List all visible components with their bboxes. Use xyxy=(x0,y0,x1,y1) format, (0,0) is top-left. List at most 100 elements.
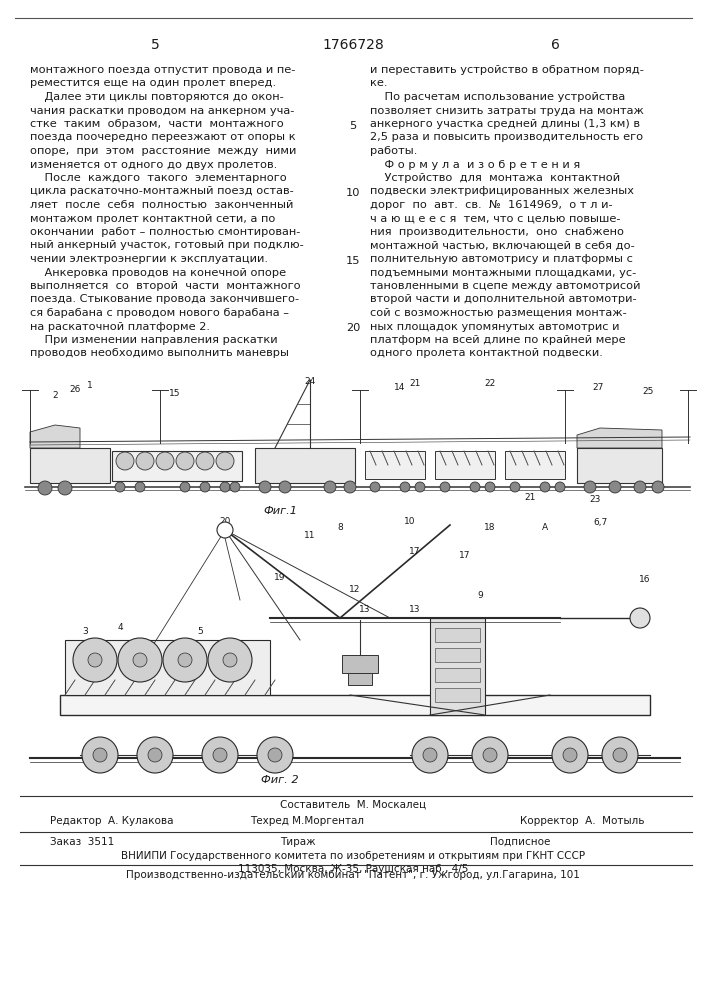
Text: позволяет снизить затраты труда на монтаж: позволяет снизить затраты труда на монта… xyxy=(370,105,644,115)
Text: 24: 24 xyxy=(305,377,315,386)
Text: 11: 11 xyxy=(304,530,316,540)
Text: A: A xyxy=(542,522,548,532)
Circle shape xyxy=(176,452,194,470)
Text: полнительную автомотрису и платформы с: полнительную автомотрису и платформы с xyxy=(370,254,633,264)
Circle shape xyxy=(73,638,117,682)
Text: второй части и дополнительной автомотри-: второй части и дополнительной автомотри- xyxy=(370,294,636,304)
Circle shape xyxy=(196,452,214,470)
Text: 21: 21 xyxy=(409,379,421,388)
Text: Устройство  для  монтажа  контактной: Устройство для монтажа контактной xyxy=(370,173,620,183)
Bar xyxy=(435,688,480,702)
Text: 10: 10 xyxy=(346,188,361,198)
Text: ляет  после  себя  полностью  законченный: ляет после себя полностью законченный xyxy=(30,200,293,210)
Circle shape xyxy=(230,482,240,492)
Circle shape xyxy=(116,452,134,470)
Circle shape xyxy=(217,522,233,538)
Circle shape xyxy=(609,481,621,493)
Text: 4: 4 xyxy=(117,624,123,633)
Text: 18: 18 xyxy=(484,522,496,532)
Text: 3: 3 xyxy=(82,628,88,637)
Circle shape xyxy=(602,737,638,773)
Circle shape xyxy=(135,482,145,492)
Text: 5: 5 xyxy=(197,628,203,637)
Text: монтажом пролет контактной сети, а по: монтажом пролет контактной сети, а по xyxy=(30,214,275,224)
Circle shape xyxy=(485,482,495,492)
Bar xyxy=(112,451,242,481)
Circle shape xyxy=(400,482,410,492)
Text: подъемными монтажными площадками, ус-: подъемными монтажными площадками, ус- xyxy=(370,267,636,277)
Text: монтажного поезда отпустит провода и пе-: монтажного поезда отпустит провода и пе- xyxy=(30,65,296,75)
Text: анкерного участка средней длины (1,3 км) в: анкерного участка средней длины (1,3 км)… xyxy=(370,119,640,129)
Text: ния  производительности,  оно  снабжено: ния производительности, оно снабжено xyxy=(370,227,624,237)
Text: платформ на всей длине по крайней мере: платформ на всей длине по крайней мере xyxy=(370,335,626,345)
Circle shape xyxy=(470,482,480,492)
Bar xyxy=(365,451,425,479)
Circle shape xyxy=(555,482,565,492)
Circle shape xyxy=(82,737,118,773)
Text: тановленными в сцепе между автомотрисой: тановленными в сцепе между автомотрисой xyxy=(370,281,641,291)
Circle shape xyxy=(223,653,237,667)
Text: Производственно-издательский комбинат "Патент", г. Ужгород, ул.Гагарина, 101: Производственно-издательский комбинат "П… xyxy=(126,870,580,880)
Text: поезда поочередно переезжают от опоры к: поезда поочередно переезжают от опоры к xyxy=(30,132,296,142)
Text: Подписное: Подписное xyxy=(490,837,550,847)
Circle shape xyxy=(423,748,437,762)
Circle shape xyxy=(202,737,238,773)
Circle shape xyxy=(93,748,107,762)
Text: 17: 17 xyxy=(460,550,471,560)
Text: 1: 1 xyxy=(87,381,93,390)
Text: изменяется от одного до двух пролетов.: изменяется от одного до двух пролетов. xyxy=(30,159,277,169)
Text: дорог  по  авт.  св.  №  1614969,  о т л и-: дорог по авт. св. № 1614969, о т л и- xyxy=(370,200,613,210)
Text: Фиг.1: Фиг.1 xyxy=(263,506,297,516)
Text: 113035, Москва, Ж-35, Раушская наб., 4/5: 113035, Москва, Ж-35, Раушская наб., 4/5 xyxy=(238,864,468,874)
Circle shape xyxy=(412,737,448,773)
Circle shape xyxy=(163,638,207,682)
Circle shape xyxy=(268,748,282,762)
Text: чении электроэнергии к эксплуатации.: чении электроэнергии к эксплуатации. xyxy=(30,254,268,264)
Text: 20: 20 xyxy=(219,518,230,526)
Circle shape xyxy=(652,481,664,493)
Text: Корректор  А.  Мотыль: Корректор А. Мотыль xyxy=(520,816,645,826)
Text: проводов необходимо выполнить маневры: проводов необходимо выполнить маневры xyxy=(30,349,289,359)
Bar xyxy=(60,695,650,715)
Text: ке.: ке. xyxy=(370,79,387,89)
Text: монтажной частью, включающей в себя до-: монтажной частью, включающей в себя до- xyxy=(370,240,635,250)
Circle shape xyxy=(58,481,72,495)
Text: 20: 20 xyxy=(346,323,360,333)
Bar xyxy=(577,448,662,483)
Circle shape xyxy=(200,482,210,492)
Circle shape xyxy=(634,481,646,493)
Text: 26: 26 xyxy=(69,385,81,394)
Text: стке  таким  образом,  части  монтажного: стке таким образом, части монтажного xyxy=(30,119,284,129)
Bar xyxy=(435,451,495,479)
Text: работы.: работы. xyxy=(370,146,417,156)
Text: реместится еще на один пролет вперед.: реместится еще на один пролет вперед. xyxy=(30,79,276,89)
Text: 5: 5 xyxy=(151,38,159,52)
Circle shape xyxy=(220,482,230,492)
Text: 13: 13 xyxy=(409,605,421,614)
Circle shape xyxy=(216,452,234,470)
Text: 1766728: 1766728 xyxy=(322,38,384,52)
Text: 12: 12 xyxy=(349,585,361,594)
Text: 13: 13 xyxy=(359,605,370,614)
Circle shape xyxy=(552,737,588,773)
Text: 15: 15 xyxy=(346,256,361,266)
Text: на раскаточной платформе 2.: на раскаточной платформе 2. xyxy=(30,322,210,332)
Circle shape xyxy=(178,653,192,667)
Text: выполняется  со  второй  части  монтажного: выполняется со второй части монтажного xyxy=(30,281,300,291)
Text: Далее эти циклы повторяются до окон-: Далее эти циклы повторяются до окон- xyxy=(30,92,284,102)
Text: ных площадок упомянутых автомотрис и: ных площадок упомянутых автомотрис и xyxy=(370,322,619,332)
Circle shape xyxy=(510,482,520,492)
Text: Заказ  3511: Заказ 3511 xyxy=(50,837,115,847)
Text: 5: 5 xyxy=(349,121,356,131)
Text: цикла раскаточно-монтажный поезд остав-: цикла раскаточно-монтажный поезд остав- xyxy=(30,186,293,196)
Text: Тираж: Тираж xyxy=(280,837,315,847)
Text: 9: 9 xyxy=(477,590,483,599)
Text: 10: 10 xyxy=(404,518,416,526)
Circle shape xyxy=(279,481,291,493)
Text: сой с возможностью размещения монтаж-: сой с возможностью размещения монтаж- xyxy=(370,308,626,318)
Circle shape xyxy=(324,481,336,493)
Bar xyxy=(430,618,485,715)
Circle shape xyxy=(483,748,497,762)
Circle shape xyxy=(118,638,162,682)
Text: 6,7: 6,7 xyxy=(593,518,607,528)
